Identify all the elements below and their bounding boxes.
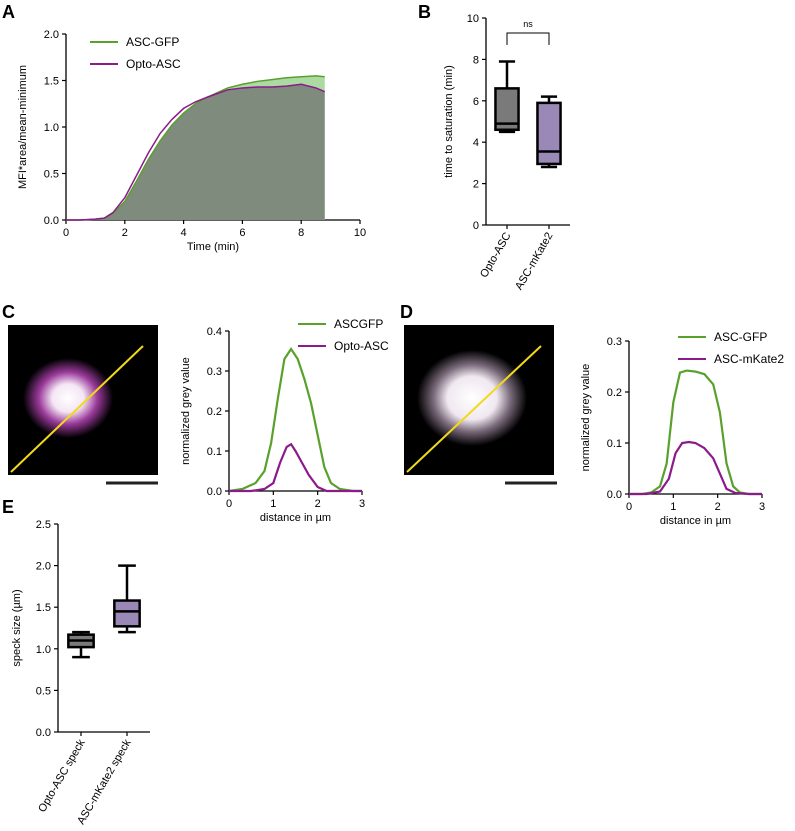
significance-label: ns xyxy=(523,19,533,29)
area-overlap xyxy=(66,84,325,220)
x-tick-label: 0 xyxy=(626,501,632,513)
legend-label: ASC-GFP xyxy=(126,35,179,49)
x-tick-label: 8 xyxy=(298,227,304,239)
panel-label-d: D xyxy=(400,302,413,322)
y-tick-label: 0.5 xyxy=(36,685,51,697)
x-tick-label: 0 xyxy=(226,498,232,510)
y-tick-label: 10 xyxy=(467,13,479,25)
legend-label: Opto-ASC xyxy=(126,57,181,71)
panel-label-a: A xyxy=(2,2,15,22)
y-tick-label: 1.5 xyxy=(36,602,51,614)
x-tick-label: 4 xyxy=(181,227,187,239)
series-line-0 xyxy=(228,347,362,493)
y-axis-label: time to saturation (min) xyxy=(443,65,455,177)
chart-d: 0.0 0.1 0.2 0.3 0 1 2 3 distance in µm normalized… xyxy=(580,330,784,527)
y-axis-label: speck size (µm) xyxy=(11,589,23,666)
y-axis-label: normalized grey value xyxy=(580,364,592,472)
y-tick-label: 0.4 xyxy=(207,326,222,338)
series-line-0 xyxy=(629,369,762,496)
y-tick-label: 0.1 xyxy=(207,446,222,458)
y-tick-label: 0.2 xyxy=(207,406,222,418)
category-label: ASC-mKate2 speck xyxy=(75,737,134,827)
series-line-1 xyxy=(229,442,362,493)
chart-e: 0.0 0.5 1.0 1.5 2.0 2.5 speck size (µm) Opto-AS… xyxy=(11,519,150,827)
y-tick-label: 1.5 xyxy=(44,76,59,88)
x-tick-label: 1 xyxy=(270,498,276,510)
x-tick-label: 2 xyxy=(122,227,128,239)
y-tick-label: 0.2 xyxy=(607,387,622,399)
y-tick-label: 6 xyxy=(473,96,479,108)
x-axis-label: Time (min) xyxy=(187,241,239,253)
y-tick-label: 0.5 xyxy=(44,169,59,181)
y-axis-label: MFI*area/mean-minimum xyxy=(17,65,29,189)
x-tick-label: 2 xyxy=(715,501,721,513)
x-axis-label: distance in µm xyxy=(660,515,731,527)
y-tick-label: 8 xyxy=(473,54,479,66)
category-label: Opto-ASC speck xyxy=(36,737,88,814)
panel-label-b: B xyxy=(418,2,431,22)
legend-label: ASC-GFP xyxy=(714,330,767,344)
y-tick-label: 4 xyxy=(473,137,479,149)
series-line-1 xyxy=(629,440,762,496)
micrograph-d xyxy=(404,325,557,485)
panel-label-e: E xyxy=(2,497,14,517)
y-tick-label: 0.0 xyxy=(36,727,51,739)
x-axis-label: distance in µm xyxy=(260,512,331,524)
box xyxy=(113,599,141,628)
y-tick-label: 0.1 xyxy=(607,438,622,450)
y-tick-label: 0.3 xyxy=(607,336,622,348)
y-tick-label: 2.5 xyxy=(36,519,51,531)
x-tick-label: 2 xyxy=(315,498,321,510)
y-tick-label: 1.0 xyxy=(44,122,59,134)
chart-b: 0 2 4 6 8 10 time to saturation (min) Opto-ASC A… xyxy=(443,13,570,292)
y-tick-label: 0.0 xyxy=(44,215,59,227)
y-tick-label: 0 xyxy=(473,220,479,232)
y-tick-label: 2.0 xyxy=(36,561,51,573)
x-tick-label: 3 xyxy=(359,498,365,510)
x-tick-label: 1 xyxy=(670,501,676,513)
legend-label: ASC-mKate2 xyxy=(714,352,784,366)
micrograph-c xyxy=(8,325,158,485)
y-axis-label: normalized grey value xyxy=(180,357,192,465)
category-label: Opto-ASC xyxy=(478,230,513,279)
chart-a: 0.0 0.5 1.0 1.5 2.0 0 2 4 6 8 10 Time (min) MFI*area… xyxy=(17,29,366,253)
y-tick-label: 0.0 xyxy=(207,486,222,498)
box xyxy=(494,87,520,132)
series-line-1 xyxy=(66,83,326,221)
line-profile xyxy=(10,345,144,473)
legend-label: Opto-ASC xyxy=(334,339,389,353)
significance-bracket xyxy=(506,32,550,45)
panel-label-c: C xyxy=(2,302,15,322)
x-tick-label: 10 xyxy=(354,227,366,239)
y-tick-label: 2 xyxy=(473,179,479,191)
x-tick-label: 0 xyxy=(63,227,69,239)
box xyxy=(536,101,562,166)
category-label: ASC-mKate2 xyxy=(513,231,555,293)
y-tick-label: 1.0 xyxy=(36,644,51,656)
y-tick-label: 2.0 xyxy=(44,29,59,41)
y-tick-label: 0.3 xyxy=(207,366,222,378)
line-profile xyxy=(406,345,542,473)
chart-c: 0.0 0.1 0.2 0.3 0.4 0 1 2 3 distance in µm normali… xyxy=(180,317,389,524)
x-tick-label: 6 xyxy=(239,227,245,239)
legend-label: ASCGFP xyxy=(334,317,383,331)
y-tick-label: 0.0 xyxy=(607,489,622,501)
x-tick-label: 3 xyxy=(759,501,765,513)
